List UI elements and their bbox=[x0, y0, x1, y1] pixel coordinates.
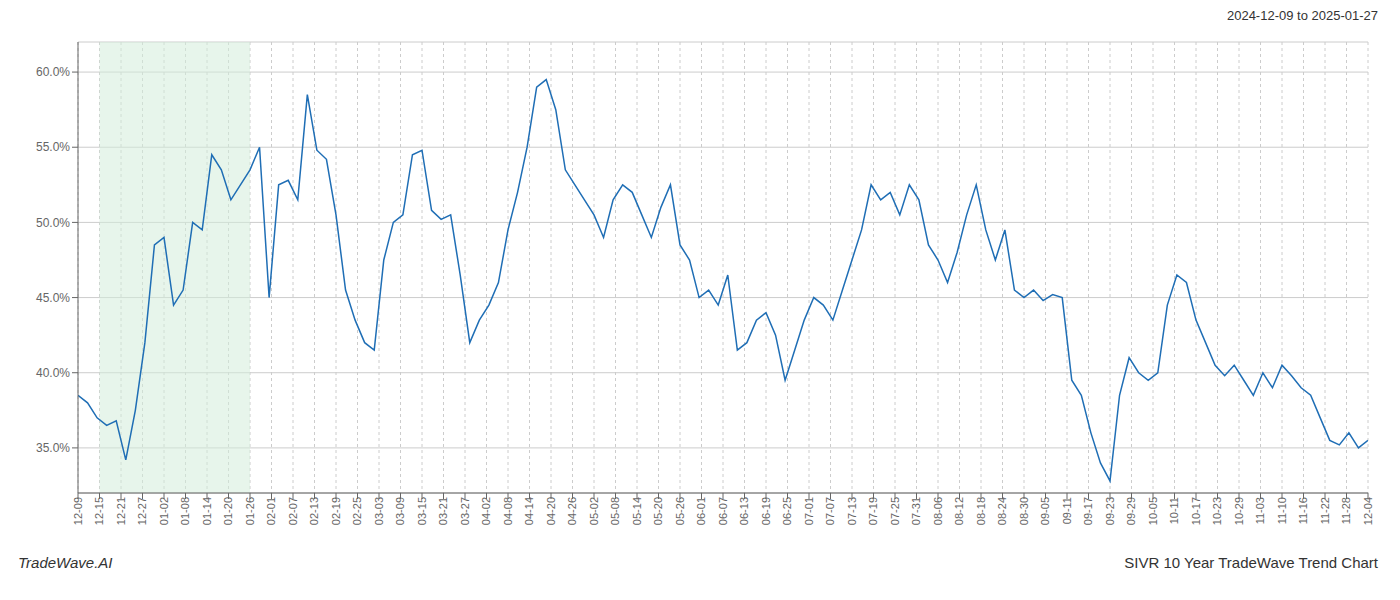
svg-text:12-21: 12-21 bbox=[115, 497, 127, 525]
svg-text:08-18: 08-18 bbox=[975, 497, 987, 525]
svg-text:55.0%: 55.0% bbox=[36, 140, 70, 154]
svg-text:04-08: 04-08 bbox=[502, 497, 514, 525]
svg-text:08-24: 08-24 bbox=[996, 497, 1008, 525]
svg-text:06-25: 06-25 bbox=[781, 497, 793, 525]
svg-text:09-11: 09-11 bbox=[1061, 497, 1073, 524]
svg-text:06-07: 06-07 bbox=[717, 497, 729, 525]
svg-text:09-17: 09-17 bbox=[1082, 497, 1094, 525]
svg-text:06-13: 06-13 bbox=[738, 497, 750, 525]
svg-text:05-08: 05-08 bbox=[609, 497, 621, 525]
svg-text:40.0%: 40.0% bbox=[36, 366, 70, 380]
svg-text:09-05: 09-05 bbox=[1039, 497, 1051, 525]
svg-text:01-20: 01-20 bbox=[222, 497, 234, 525]
svg-text:12-27: 12-27 bbox=[136, 497, 148, 525]
svg-text:05-20: 05-20 bbox=[652, 497, 664, 525]
svg-text:04-26: 04-26 bbox=[566, 497, 578, 525]
svg-text:01-26: 01-26 bbox=[244, 497, 256, 525]
html-text:SIVR 10 Year TradeWave Trend C: SIVR 10 Year TradeWave Trend Chart bbox=[1124, 554, 1378, 571]
html-text:2024-12-09 to 2025-01-27: 2024-12-09 to 2025-01-27 bbox=[1226, 8, 1378, 23]
svg-text:02-01: 02-01 bbox=[265, 497, 277, 525]
svg-text:09-29: 09-29 bbox=[1125, 497, 1137, 525]
svg-text:04-14: 04-14 bbox=[523, 497, 535, 525]
svg-text:10-17: 10-17 bbox=[1190, 497, 1202, 525]
svg-text:08-12: 08-12 bbox=[953, 497, 965, 525]
svg-text:07-19: 07-19 bbox=[867, 497, 879, 525]
svg-text:01-08: 01-08 bbox=[179, 497, 191, 525]
svg-text:60.0%: 60.0% bbox=[36, 65, 70, 79]
svg-text:11-28: 11-28 bbox=[1340, 497, 1352, 524]
svg-text:07-01: 07-01 bbox=[803, 497, 815, 525]
svg-text:07-13: 07-13 bbox=[846, 497, 858, 525]
svg-text:12-04: 12-04 bbox=[1362, 497, 1374, 525]
html-text:TradeWave.AI: TradeWave.AI bbox=[18, 554, 113, 571]
svg-text:50.0%: 50.0% bbox=[36, 216, 70, 230]
svg-text:06-19: 06-19 bbox=[760, 497, 772, 525]
svg-text:06-01: 06-01 bbox=[695, 497, 707, 525]
svg-text:10-05: 10-05 bbox=[1147, 497, 1159, 525]
svg-text:03-15: 03-15 bbox=[416, 497, 428, 525]
svg-text:08-06: 08-06 bbox=[932, 497, 944, 525]
svg-text:07-31: 07-31 bbox=[910, 497, 922, 525]
svg-text:12-15: 12-15 bbox=[93, 497, 105, 525]
svg-text:45.0%: 45.0% bbox=[36, 291, 70, 305]
svg-text:10-11: 10-11 bbox=[1168, 497, 1180, 524]
svg-text:11-10: 11-10 bbox=[1276, 497, 1288, 524]
svg-text:02-25: 02-25 bbox=[351, 497, 363, 525]
svg-text:05-02: 05-02 bbox=[588, 497, 600, 525]
svg-text:12-09: 12-09 bbox=[72, 497, 84, 525]
svg-text:02-19: 02-19 bbox=[330, 497, 342, 525]
svg-text:05-14: 05-14 bbox=[631, 497, 643, 525]
svg-text:01-14: 01-14 bbox=[201, 497, 213, 525]
svg-text:09-23: 09-23 bbox=[1104, 497, 1116, 525]
svg-text:03-09: 03-09 bbox=[394, 497, 406, 525]
svg-text:01-02: 01-02 bbox=[158, 497, 170, 525]
svg-text:35.0%: 35.0% bbox=[36, 441, 70, 455]
svg-text:11-22: 11-22 bbox=[1319, 497, 1331, 524]
svg-text:03-21: 03-21 bbox=[437, 497, 449, 525]
svg-text:11-16: 11-16 bbox=[1297, 497, 1309, 524]
svg-text:04-20: 04-20 bbox=[545, 497, 557, 525]
svg-text:03-03: 03-03 bbox=[373, 497, 385, 525]
svg-text:05-26: 05-26 bbox=[674, 497, 686, 525]
svg-text:11-03: 11-03 bbox=[1254, 497, 1266, 524]
svg-text:02-07: 02-07 bbox=[287, 497, 299, 525]
svg-text:10-29: 10-29 bbox=[1233, 497, 1245, 525]
svg-text:07-25: 07-25 bbox=[889, 497, 901, 525]
svg-text:03-27: 03-27 bbox=[459, 497, 471, 525]
svg-text:04-02: 04-02 bbox=[480, 497, 492, 525]
svg-text:08-30: 08-30 bbox=[1018, 497, 1030, 525]
svg-text:02-13: 02-13 bbox=[308, 497, 320, 525]
svg-text:10-23: 10-23 bbox=[1211, 497, 1223, 525]
svg-text:07-07: 07-07 bbox=[824, 497, 836, 525]
